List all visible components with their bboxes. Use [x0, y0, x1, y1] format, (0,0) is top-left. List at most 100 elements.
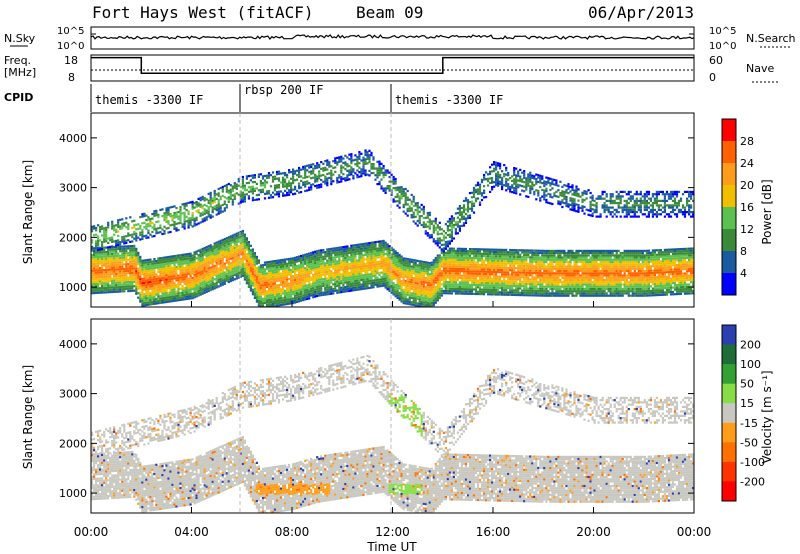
power-cell [390, 269, 393, 272]
power-cell [127, 265, 130, 268]
power-cell [422, 283, 425, 286]
power-cell [366, 151, 369, 154]
power-cell [306, 257, 309, 260]
power-cell [161, 215, 164, 218]
power-cell [153, 262, 156, 265]
power-cell [185, 273, 188, 276]
power-cell [143, 275, 146, 278]
power-cell [314, 185, 317, 188]
power-cell [199, 212, 202, 215]
power-cell [390, 267, 393, 270]
power-cell [171, 223, 174, 226]
power-cell [251, 279, 254, 282]
power-cell [308, 272, 311, 275]
power-cell [436, 226, 439, 229]
power-cell [275, 261, 279, 265]
power-cell [444, 245, 447, 248]
power-cell [235, 241, 238, 244]
power-cell [356, 264, 359, 267]
power-cell [310, 170, 313, 173]
power-cell [316, 180, 319, 183]
power-cell [392, 291, 395, 294]
power-cell [374, 252, 377, 255]
power-cell [282, 181, 285, 184]
power-cell [294, 290, 297, 293]
power-cell [302, 292, 305, 295]
power-cell [456, 225, 459, 228]
power-cell [265, 299, 269, 302]
power-cell [424, 303, 427, 306]
power-cell [378, 265, 381, 268]
power-cell [153, 289, 156, 292]
power-cell [410, 276, 413, 279]
power-cell [107, 284, 110, 287]
power-cell [193, 222, 196, 225]
power-cell [109, 286, 112, 289]
power-cell [279, 181, 283, 184]
power-cell [241, 270, 244, 273]
power-cell [217, 212, 220, 215]
power-cell [157, 257, 160, 260]
power-cell [292, 170, 295, 173]
power-cell [135, 281, 138, 284]
power-cell [123, 254, 126, 257]
power-cell [187, 273, 190, 276]
power-cell [308, 279, 311, 282]
power-cell [273, 177, 277, 181]
power-cell [388, 176, 391, 179]
power-cell [378, 162, 381, 165]
power-cell [362, 249, 365, 252]
power-cell [233, 278, 236, 281]
power-cell [466, 288, 470, 291]
power-cell [255, 273, 258, 276]
power-cell [294, 294, 297, 297]
power-cell [314, 250, 317, 253]
power-cell [235, 266, 238, 269]
power-cell [300, 292, 303, 296]
power-cell [143, 263, 146, 267]
power-cell [292, 188, 295, 191]
power-cell [462, 270, 466, 273]
power-cell [207, 245, 210, 248]
power-cell [286, 289, 289, 292]
power-cell [221, 190, 224, 193]
power-cell [187, 219, 190, 222]
power-cell [312, 172, 315, 175]
power-cell [237, 180, 240, 183]
power-cell [384, 261, 387, 264]
power-cell [288, 284, 291, 287]
power-cell [121, 276, 124, 280]
power-cell [235, 257, 238, 260]
power-cell [181, 260, 184, 263]
power-cell [173, 214, 176, 217]
power-cell [334, 258, 337, 261]
power-cell [380, 258, 383, 261]
power-cell [117, 248, 120, 251]
power-cell [394, 200, 397, 203]
power-cell [282, 265, 285, 268]
power-cell [187, 210, 190, 213]
power-cell [464, 256, 468, 259]
power-cell [203, 280, 206, 283]
power-cell [394, 290, 397, 293]
power-cell [145, 259, 148, 262]
power-cell [273, 304, 277, 307]
power-cell [117, 225, 120, 229]
power-cell [279, 303, 283, 307]
power-cell [346, 249, 349, 252]
power-cell [444, 274, 447, 277]
power-cell [103, 257, 106, 260]
power-cell [175, 268, 178, 271]
power-cell [336, 289, 339, 292]
power-cell [410, 200, 413, 203]
power-cell [356, 261, 359, 264]
power-cell [368, 266, 371, 269]
power-cell [306, 164, 309, 167]
power-cell [131, 265, 134, 268]
power-cell [149, 218, 152, 221]
power-cell [364, 169, 367, 172]
power-cell [412, 299, 415, 302]
power-cell [223, 271, 226, 274]
power-cell [338, 160, 341, 163]
power-cell [201, 263, 204, 266]
